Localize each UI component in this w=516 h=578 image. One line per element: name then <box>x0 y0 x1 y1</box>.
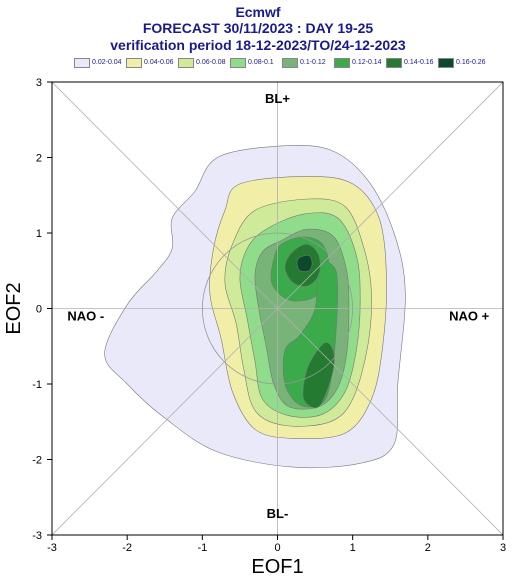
regime-labels: BL+ BL- NAO - NAO + <box>67 91 489 521</box>
legend-swatch <box>178 58 194 68</box>
y-tick-label: -2 <box>32 455 42 467</box>
legend-swatch <box>230 58 246 68</box>
regime-label-bl-minus: BL- <box>267 506 289 521</box>
diagonal-line <box>52 82 503 535</box>
legend: 0.02-0.04 0.04-0.06 0.06-0.08 0.08-0.1 0.1-0… <box>74 58 494 70</box>
x-tick-label: -2 <box>122 542 132 554</box>
legend-swatch <box>438 58 454 68</box>
legend-label: 0.16-0.26 <box>456 59 486 66</box>
legend-label: 0.06-0.08 <box>196 59 226 66</box>
y-tick-label: 1 <box>36 228 42 240</box>
reference-circle <box>201 232 354 385</box>
y-tick-label: -3 <box>32 530 42 542</box>
x-tick-label: -1 <box>197 542 207 554</box>
x-tick-label: 3 <box>500 542 506 554</box>
y-tick-label: 2 <box>36 153 42 165</box>
legend-label: 0.14-0.16 <box>404 59 434 66</box>
legend-swatch <box>126 58 142 68</box>
title-forecast: FORECAST 30/11/2023 : DAY 19-25 <box>142 20 374 36</box>
legend-label: 0.1-0.12 <box>300 59 326 66</box>
legend-swatch <box>74 58 90 68</box>
regime-label-bl-plus: BL+ <box>265 91 290 106</box>
legend-swatch <box>282 58 298 68</box>
x-tick-label: 1 <box>350 542 356 554</box>
axes: -3 -2 -1 0 1 2 3 -3 -2 -1 0 1 2 3 EOF1 EOF2 <box>3 77 506 578</box>
regime-label-nao-plus: NAO + <box>449 309 490 324</box>
x-tick-label: -3 <box>47 542 57 554</box>
y-axis-label: EOF2 <box>3 282 25 334</box>
y-tick-label: 3 <box>36 77 42 89</box>
y-tick-label: -1 <box>32 379 42 391</box>
legend-label: 0.08-0.1 <box>248 59 274 66</box>
title-source: Ecmwf <box>235 4 281 20</box>
y-tick-label: 0 <box>36 304 42 316</box>
regime-label-nao-minus: NAO - <box>67 309 104 324</box>
x-tick-label: 0 <box>274 542 280 554</box>
legend-label: 0.02-0.04 <box>92 59 122 66</box>
legend-swatch <box>334 58 350 68</box>
guide-lines <box>52 82 503 535</box>
contour-level <box>302 342 335 409</box>
x-axis-label: EOF1 <box>251 556 303 578</box>
contour-level <box>296 254 313 272</box>
density-contours <box>104 145 406 469</box>
title-verification-period: verification period 18-12-2023/TO/24-12-… <box>110 37 406 53</box>
legend-label: 0.12-0.14 <box>352 59 382 66</box>
x-tick-label: 2 <box>425 542 431 554</box>
legend-label: 0.04-0.06 <box>144 59 174 66</box>
legend-swatch <box>386 58 402 68</box>
